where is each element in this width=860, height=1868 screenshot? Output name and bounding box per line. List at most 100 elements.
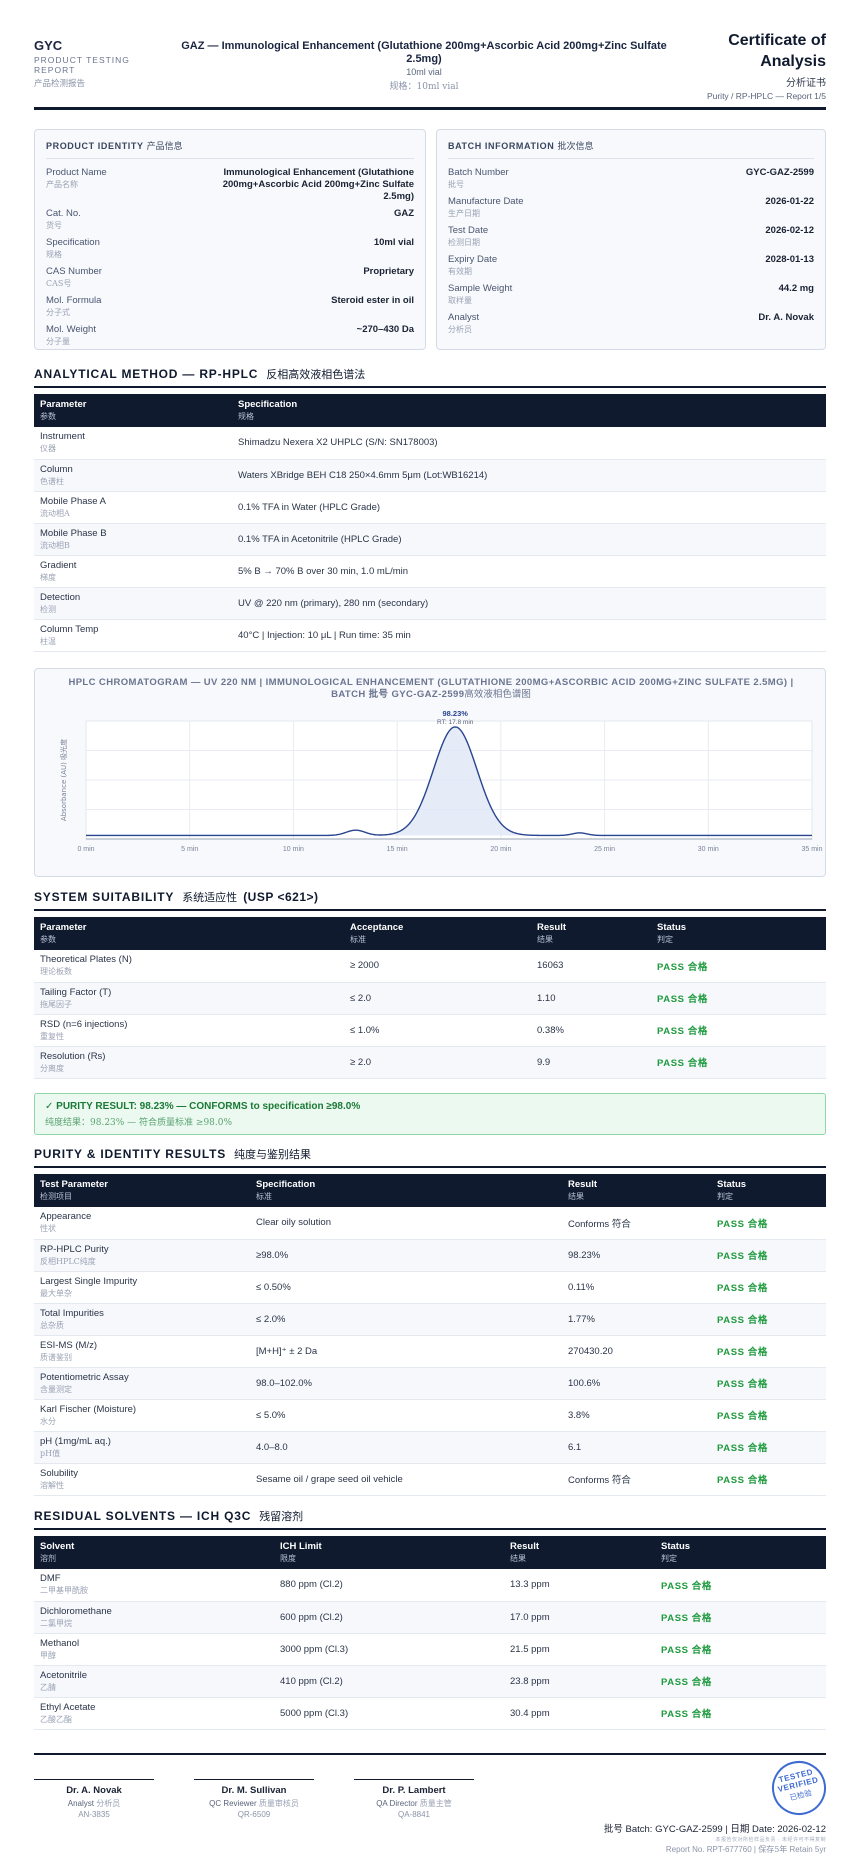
info-label-cn: 有效期 [448, 267, 472, 276]
table-cell: RP-HPLC Purity 反相HPLC纯度 [34, 1239, 250, 1272]
table-cell: 6.1 [562, 1431, 711, 1464]
cell-text: 5% B → 70% B over 30 min, 1.0 mL/min [238, 565, 409, 577]
table-cell: Theoretical Plates (N) 理论板数 [34, 950, 344, 983]
info-row: PRODUCT IDENTITY 产品信息 Product Name 产品名称 Im… [34, 129, 826, 350]
info-label-cn: 规格 [46, 250, 62, 259]
table-cell: PASS 合格 [711, 1335, 826, 1368]
x-tick-label: 30 min [698, 846, 719, 853]
section-title: SYSTEM SUITABILITY 系统适应性 (USP <621>) [34, 889, 826, 905]
column-header-cn: 溶剂 [40, 1554, 56, 1563]
table-cell: ≥ 2000 [344, 950, 531, 983]
cell-text: Conforms 符合 [568, 1475, 631, 1486]
table-cell: 40°C | Injection: 10 μL | Run time: 35 m… [232, 619, 826, 652]
signer-role-cn: 质量审核员 [258, 1799, 299, 1808]
table-cell: Karl Fischer (Moisture) 水分 [34, 1399, 250, 1432]
table-header-row: Parameter 参数 Acceptance 标准 Result 结果 Status 判定 [34, 917, 826, 950]
section-title-cn: 残留溶剂 [259, 1510, 304, 1523]
column-header-en: Test Parameter [40, 1179, 108, 1190]
table-cell: Conforms 符合 [562, 1463, 711, 1496]
info-value: 2026-02-12 [765, 225, 814, 236]
table-row: Appearance 性状 Clear oily solution Conforms … [34, 1207, 826, 1240]
cell-text: Shimadzu Nexera X2 UHPLC (S/N: SN178003) [238, 437, 438, 449]
cell-text: 21.5 ppm [510, 1643, 550, 1655]
suitability-table: Parameter 参数 Acceptance 标准 Result 结果 Status 判定 … [34, 917, 826, 1079]
info-value: Steroid ester in oil [331, 295, 414, 306]
table-cell: ESI-MS (M/z) 质谱鉴别 [34, 1335, 250, 1368]
cell-text-cn: 质谱鉴别 [40, 1352, 72, 1362]
table-cell: PASS 合格 [651, 1046, 826, 1079]
table-row: Methanol 甲醇 3000 ppm (Cl.3) 21.5 ppm PASS 合格 [34, 1633, 826, 1666]
table-cell: PASS 合格 [655, 1665, 826, 1698]
table-cell: 100.6% [562, 1367, 711, 1400]
footer-batch-line: 批号 Batch: GYC-GAZ-2599 | 日期 Date: 2026-0… [604, 1821, 826, 1835]
cell-text: 13.3 ppm [510, 1579, 550, 1591]
table-cell: 5% B → 70% B over 30 min, 1.0 mL/min [232, 555, 826, 588]
cell-text: 0.11% [568, 1281, 595, 1293]
table-cell: 0.38% [531, 1014, 651, 1047]
purity-result-text: ✓ PURITY RESULT: 98.23% — CONFORMS to sp… [45, 1101, 361, 1112]
column-header: Result 结果 [562, 1174, 711, 1207]
table-cell: Sesame oil / grape seed oil vehicle [250, 1463, 562, 1496]
info-value: Dr. A. Novak [758, 312, 814, 323]
signer-role: Analyst 分析员 [34, 1798, 154, 1809]
column-header: Specification 规格 [232, 394, 826, 427]
signer-id: AN-3835 [78, 1810, 110, 1819]
cell-text-cn: 乙酸乙酯 [40, 1714, 72, 1724]
table-row: Tailing Factor (T) 拖尾因子 ≤ 2.0 1.10 PASS 合格 [34, 982, 826, 1015]
status-badge: PASS 合格 [717, 1315, 769, 1326]
status-badge: PASS 合格 [657, 1026, 709, 1037]
cell-text: RSD (n=6 injections) [40, 1018, 128, 1030]
cell-text: Tailing Factor (T) [40, 986, 112, 998]
table-cell: 600 ppm (Cl.2) [274, 1601, 504, 1634]
table-cell: Conforms 符合 [562, 1207, 711, 1240]
table-cell: PASS 合格 [651, 950, 826, 983]
table-cell: DMF 二甲基甲酰胺 [34, 1569, 274, 1602]
table-cell: RSD (n=6 injections) 重复性 [34, 1014, 344, 1047]
table-cell: Total Impurities 总杂质 [34, 1303, 250, 1336]
cell-text: Waters XBridge BEH C18 250×4.6mm 5μm (Lo… [238, 469, 488, 481]
cell-text-cn: 甲醇 [40, 1650, 56, 1660]
table-cell: PASS 合格 [711, 1303, 826, 1336]
chromatogram-panel: HPLC CHROMATOGRAM — UV 220 NM | IMMUNOLO… [34, 668, 826, 877]
cell-text: Mobile Phase A [40, 495, 107, 507]
table-cell: Mobile Phase B 流动相B [34, 523, 232, 556]
table-cell: 410 ppm (Cl.2) [274, 1665, 504, 1698]
product-spec: 10ml vial [406, 67, 442, 77]
table-header-row: Test Parameter 检测项目 Specification 标准 Result 结… [34, 1174, 826, 1207]
cell-text: Solubility [40, 1467, 79, 1479]
table-row: Column Temp 柱温 40°C | Injection: 10 μL | R… [34, 619, 826, 652]
document-title: Certificate of Analysis [728, 32, 826, 70]
cell-text-cn: 总杂质 [40, 1320, 64, 1330]
column-header-cn: 结果 [510, 1554, 526, 1563]
table-row: ESI-MS (M/z) 质谱鉴别 [M+H]⁺ ± 2 Da 270430.20 PA… [34, 1335, 826, 1368]
cell-text-cn: 性状 [40, 1224, 56, 1234]
cell-text-cn: 色谱柱 [40, 476, 64, 486]
column-header-en: ICH Limit [280, 1541, 322, 1552]
cell-text: Resolution (Rs) [40, 1050, 106, 1062]
cell-text: Appearance [40, 1211, 92, 1223]
table-cell: PASS 合格 [711, 1271, 826, 1304]
table-row: RSD (n=6 injections) 重复性 ≤ 1.0% 0.38% PASS 合… [34, 1014, 826, 1047]
info-value: 44.2 mg [778, 283, 814, 294]
cell-text: ≤ 2.0% [256, 1313, 286, 1325]
table-cell: PASS 合格 [711, 1239, 826, 1272]
column-header-en: Status [661, 1541, 691, 1552]
column-header-cn: 参数 [40, 412, 56, 421]
results-table: Test Parameter 检测项目 Specification 标准 Result 结… [34, 1174, 826, 1496]
column-header: Status 判定 [651, 917, 826, 950]
signature-block: Dr. A. Novak Analyst 分析员 AN-3835 [34, 1779, 154, 1819]
status-badge: PASS 合格 [657, 961, 709, 973]
table-row: Column 色谱柱 Waters XBridge BEH C18 250×4.6m… [34, 459, 826, 492]
signature-block: Dr. P. Lambert QA Director 质量主管 QA-8841 [354, 1779, 474, 1819]
table-body: DMF 二甲基甲酰胺 880 ppm (Cl.2) 13.3 ppm PASS 合格 Di… [34, 1569, 826, 1730]
results-section-heading: PURITY & IDENTITY RESULTS 纯度与鉴别结果 [34, 1146, 826, 1168]
cell-text: Acetonitrile [40, 1669, 87, 1681]
box-title-en: BATCH INFORMATION [448, 141, 555, 151]
footer-microtext: 本报告仅对所检样品负责 · 未经许可不得复制 [715, 1837, 826, 1843]
cell-text-cn: 反相HPLC纯度 [40, 1256, 96, 1266]
chart-title-cn: 高效液相色谱图 [464, 689, 531, 700]
column-header: ICH Limit 限度 [274, 1536, 504, 1569]
table-row: Gradient 梯度 5% B → 70% B over 30 min, 1.0 … [34, 555, 826, 588]
cell-text: ≤ 5.0% [256, 1409, 286, 1421]
cell-text: UV @ 220 nm (primary), 280 nm (secondary… [238, 597, 429, 609]
